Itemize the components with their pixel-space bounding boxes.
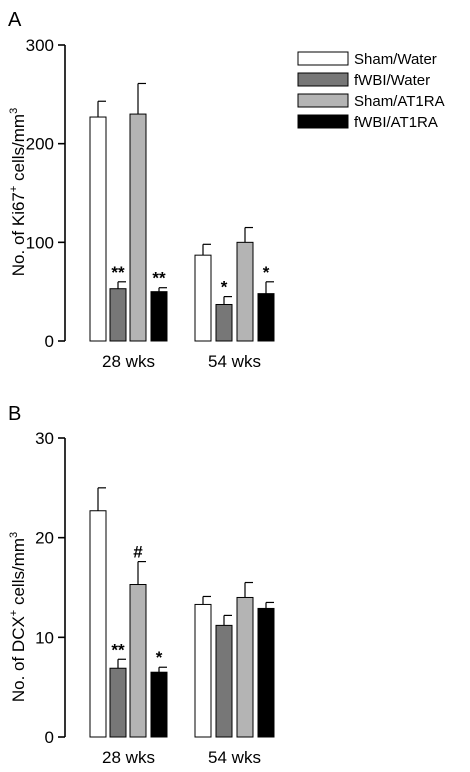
significance-mark: **: [152, 269, 166, 288]
bar: [129, 584, 147, 738]
bar: [257, 607, 275, 738]
y-axis-label-a: No. of Ki67+ cells/mm3: [8, 108, 28, 276]
legend-swatch-fwbi-water: [297, 72, 349, 87]
bar: [194, 254, 212, 342]
y-tick-label: 300: [26, 36, 54, 55]
bar: [129, 113, 147, 342]
x-category-label: 54 wks: [208, 748, 261, 767]
y-tick-label: 100: [26, 233, 54, 252]
bar: [236, 596, 254, 738]
bar: [150, 291, 168, 342]
significance-mark: *: [221, 278, 228, 297]
panel-label-a: A: [8, 9, 22, 31]
bar: [89, 510, 107, 738]
legend-label-fwbi-at1ra: fWBI/AT1RA: [354, 114, 438, 131]
bar: [89, 116, 107, 342]
bar: [236, 241, 254, 342]
bar: [215, 624, 233, 738]
legend-swatch-sham-water: [297, 51, 349, 66]
legend-swatch-fwbi-at1ra: [297, 114, 349, 129]
bar: [109, 288, 127, 342]
significance-mark: **: [111, 640, 125, 659]
bar: [257, 293, 275, 342]
bar: [194, 603, 212, 738]
y-tick-label: 10: [35, 628, 54, 647]
legend-label-sham-water: Sham/Water: [354, 51, 437, 68]
x-category-label: 28 wks: [102, 748, 155, 767]
panel-label-b: B: [8, 403, 21, 425]
y-axis-label-b: No. of DCX+ cells/mm3: [8, 532, 28, 702]
legend-label-sham-at1ra: Sham/AT1RA: [354, 93, 445, 110]
significance-mark: **: [111, 263, 125, 282]
significance-mark: #: [133, 543, 143, 562]
legend-swatch-sham-at1ra: [297, 93, 349, 108]
significance-mark: *: [263, 263, 270, 282]
x-category-label: 28 wks: [102, 352, 155, 371]
significance-mark: *: [156, 648, 163, 667]
y-tick-label: 200: [26, 135, 54, 154]
y-tick-label: 0: [45, 728, 54, 747]
legend-label-fwbi-water: fWBI/Water: [354, 72, 430, 89]
y-tick-label: 20: [35, 529, 54, 548]
chart-b: 0 10 20 30 ** # * 28 wks 54 wks: [35, 429, 275, 767]
x-category-label: 54 wks: [208, 352, 261, 371]
bar: [215, 303, 233, 342]
y-tick-label: 30: [35, 429, 54, 448]
y-tick-label: 0: [45, 332, 54, 351]
legend: Sham/Water fWBI/Water Sham/AT1RA fWBI/AT…: [297, 51, 445, 131]
bar: [109, 667, 127, 738]
bar: [150, 671, 168, 738]
